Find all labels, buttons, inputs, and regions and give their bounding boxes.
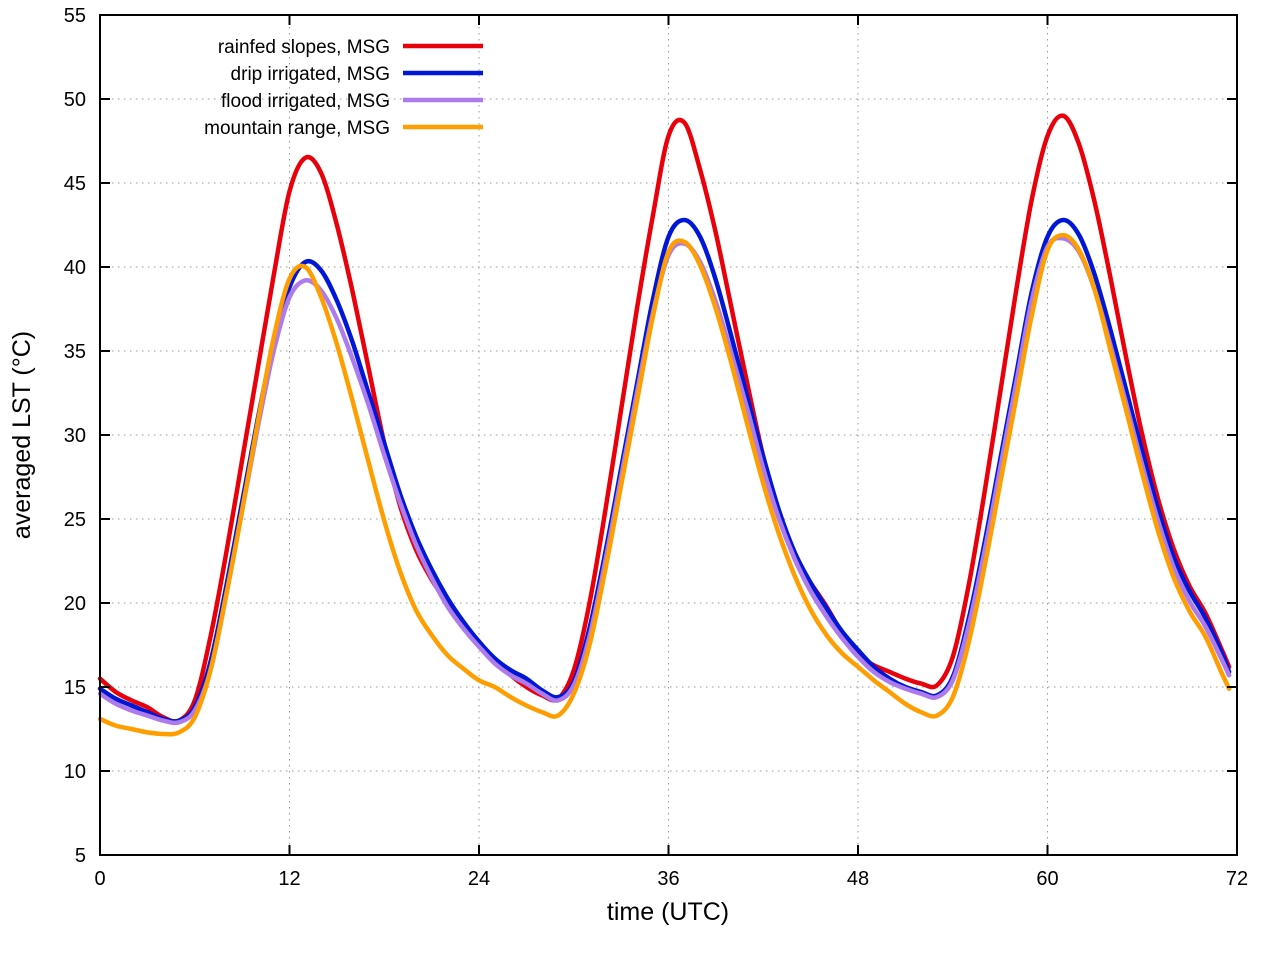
x-axis-label: time (UTC) bbox=[607, 898, 729, 926]
legend-entry-label: drip irrigated, MSG bbox=[231, 64, 390, 85]
legend-entry: rainfed slopes, MSG bbox=[218, 37, 483, 58]
legend-entry-label: rainfed slopes, MSG bbox=[218, 37, 390, 58]
axis-ticks: 0 12 24 36 48 60 72 5 10 15 20 25 30 35 40 45 50 55 bbox=[64, 5, 1248, 890]
y-tick-label: 10 bbox=[64, 761, 86, 783]
legend-entry-label: mountain range, MSG bbox=[204, 118, 390, 139]
y-axis-label: averaged LST (°C) bbox=[8, 331, 36, 539]
y-tick-label: 30 bbox=[64, 425, 86, 447]
series-line-0 bbox=[97, 113, 1232, 724]
series-line-3 bbox=[97, 232, 1232, 737]
y-tick-label: 35 bbox=[64, 341, 86, 363]
legend: rainfed slopes, MSG drip irrigated, MSG fl… bbox=[204, 37, 483, 139]
x-tick-label: 24 bbox=[468, 868, 490, 890]
series-lines bbox=[97, 113, 1232, 737]
y-tick-label: 40 bbox=[64, 257, 86, 279]
x-tick-label: 60 bbox=[1036, 868, 1058, 890]
y-tick-label: 20 bbox=[64, 593, 86, 615]
y-tick-label: 15 bbox=[64, 677, 86, 699]
y-tick-label: 45 bbox=[64, 173, 86, 195]
y-tick-label: 5 bbox=[75, 845, 86, 867]
legend-entry: mountain range, MSG bbox=[204, 118, 483, 139]
x-tick-label: 72 bbox=[1226, 868, 1248, 890]
legend-entry-label: flood irrigated, MSG bbox=[221, 91, 390, 112]
legend-entry: drip irrigated, MSG bbox=[231, 64, 483, 85]
y-tick-label: 25 bbox=[64, 509, 86, 531]
x-tick-label: 48 bbox=[847, 868, 869, 890]
x-tick-label: 0 bbox=[94, 868, 105, 890]
y-tick-label: 50 bbox=[64, 89, 86, 111]
series-line-1 bbox=[97, 217, 1232, 724]
y-tick-label: 55 bbox=[64, 5, 86, 27]
x-tick-label: 36 bbox=[657, 868, 679, 890]
x-tick-label: 12 bbox=[278, 868, 300, 890]
legend-entry: flood irrigated, MSG bbox=[221, 91, 483, 112]
grid-lines bbox=[100, 15, 1237, 855]
